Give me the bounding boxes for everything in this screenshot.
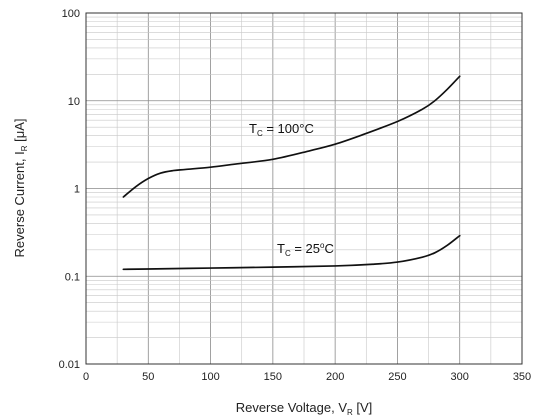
x-tick-label: 350 (513, 371, 531, 383)
x-tick-label: 100 (201, 371, 219, 383)
y-tick-label: 10 (68, 96, 80, 108)
x-tick-label: 50 (142, 371, 154, 383)
annotation-tc-100: TC = 100°C (249, 121, 314, 138)
series-lines (122, 75, 461, 271)
grid (86, 13, 522, 364)
x-axis-label: Reverse Voltage, VR [V] (236, 400, 373, 417)
y-axis-ticks: 0.01 0.1 1 10 100 (59, 8, 80, 371)
x-tick-label: 250 (388, 371, 406, 383)
annotation-tc-25: TC = 25oC (277, 241, 334, 258)
x-axis-ticks: 0 50 100 150 200 250 300 350 (83, 371, 531, 383)
x-tick-label: 300 (451, 371, 469, 383)
series-line-tc-100 (122, 75, 461, 198)
x-tick-label: 200 (326, 371, 344, 383)
x-tick-label: 150 (264, 371, 282, 383)
y-tick-label: 1 (74, 184, 80, 196)
x-tick-label: 0 (83, 371, 89, 383)
y-tick-label: 0.1 (65, 271, 80, 283)
plot-frame (85, 12, 523, 365)
series-line-tc-25 (122, 234, 461, 271)
y-tick-label: 100 (62, 8, 80, 20)
y-axis-label: Reverse Current, IR [μA] (12, 119, 29, 258)
y-tick-label: 0.01 (59, 359, 80, 371)
